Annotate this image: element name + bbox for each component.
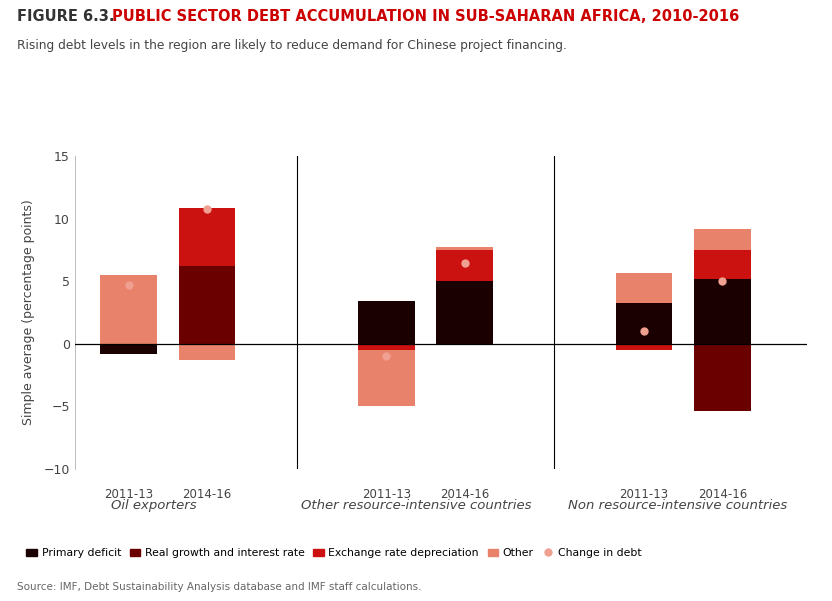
Text: 2011-13: 2011-13 [104,487,153,501]
Text: Oil exporters: Oil exporters [111,499,196,512]
Bar [616,272,672,302]
Text: 2014-16: 2014-16 [698,487,747,501]
Bar [179,207,235,266]
Bar [358,344,414,350]
Bar [358,350,414,406]
Bar [694,344,750,411]
Bar [100,344,157,354]
Text: Source: IMF, Debt Sustainability Analysis database and IMF staff calculations.: Source: IMF, Debt Sustainability Analysi… [17,582,421,592]
Bar [436,247,493,250]
Bar [694,279,750,344]
Text: PUBLIC SECTOR DEBT ACCUMULATION IN SUB-SAHARAN AFRICA, 2010-2016: PUBLIC SECTOR DEBT ACCUMULATION IN SUB-S… [112,9,740,24]
Legend: Primary deficit, Real growth and interest rate, Exchange rate depreciation, Othe: Primary deficit, Real growth and interes… [22,544,646,563]
Text: 2014-16: 2014-16 [182,487,231,501]
Bar [616,344,672,350]
Bar [179,266,235,344]
Y-axis label: Simple average (percentage points): Simple average (percentage points) [22,200,35,426]
Text: 2014-16: 2014-16 [440,487,489,501]
Text: FIGURE 6.3.: FIGURE 6.3. [17,9,114,24]
Bar [179,344,235,360]
Text: 2011-13: 2011-13 [362,487,411,501]
Text: Non resource-intensive countries: Non resource-intensive countries [568,499,788,512]
Text: Rising debt levels in the region are likely to reduce demand for Chinese project: Rising debt levels in the region are lik… [17,39,567,52]
Text: 2011-13: 2011-13 [620,487,669,501]
Text: Other resource-intensive countries: Other resource-intensive countries [300,499,532,512]
Bar [694,229,750,250]
Bar [616,302,672,344]
Bar [436,281,493,344]
Bar [100,275,157,344]
Bar [694,250,750,279]
Bar [358,301,414,344]
Bar [436,250,493,281]
